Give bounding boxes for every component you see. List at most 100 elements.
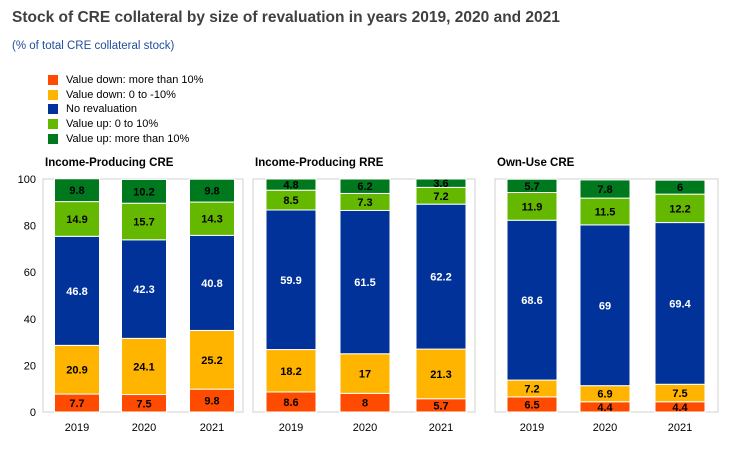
bar-segment bbox=[339, 178, 391, 194]
data-label: 68.6 bbox=[521, 295, 542, 307]
x-tick-label: 2020 bbox=[593, 422, 617, 434]
data-label: 7.5 bbox=[136, 398, 151, 410]
legend-swatch bbox=[48, 75, 58, 86]
data-label: 4.4 bbox=[597, 402, 613, 414]
data-label: 8.5 bbox=[283, 195, 298, 207]
x-tick-label: 2021 bbox=[200, 422, 224, 434]
x-tick-label: 2019 bbox=[279, 422, 303, 434]
bar-segment bbox=[189, 329, 235, 390]
data-label: 12.2 bbox=[669, 203, 690, 215]
data-label: 3.6 bbox=[433, 178, 448, 190]
data-label: 7.5 bbox=[672, 388, 687, 400]
bar-segment bbox=[415, 178, 467, 188]
legend-label: No revaluation bbox=[66, 103, 137, 116]
data-label: 14.3 bbox=[201, 214, 222, 226]
bar-segment bbox=[265, 349, 317, 393]
data-label: 25.2 bbox=[201, 355, 222, 367]
legend-item: Value up: more than 10% bbox=[48, 131, 203, 146]
bar-segment bbox=[506, 192, 558, 221]
data-label: 6.2 bbox=[357, 181, 372, 193]
x-tick-label: 2021 bbox=[668, 422, 692, 434]
legend-label: Value up: 0 to 10% bbox=[66, 118, 159, 131]
data-label: 69 bbox=[599, 300, 611, 312]
bar-segment bbox=[339, 209, 391, 355]
x-tick-label: 2020 bbox=[353, 422, 377, 434]
y-tick-label: 40 bbox=[24, 314, 36, 326]
legend-swatch bbox=[48, 89, 58, 100]
bar-segment bbox=[189, 178, 235, 203]
data-label: 62.2 bbox=[430, 272, 451, 284]
data-label: 17 bbox=[359, 369, 371, 381]
x-tick-label: 2021 bbox=[429, 422, 453, 434]
legend: Value down: more than 10% Value down: 0 … bbox=[48, 73, 203, 146]
data-label: 8 bbox=[362, 398, 368, 410]
data-label: 6.9 bbox=[597, 389, 612, 401]
data-label: 7.3 bbox=[357, 197, 372, 209]
data-label: 6 bbox=[677, 182, 683, 194]
data-label: 9.8 bbox=[204, 396, 219, 408]
legend-swatch bbox=[48, 119, 58, 130]
data-label: 5.7 bbox=[524, 181, 539, 193]
bar-segment bbox=[579, 197, 631, 226]
data-label: 24.1 bbox=[133, 361, 154, 373]
data-label: 7.8 bbox=[597, 184, 612, 196]
data-label: 46.8 bbox=[66, 286, 87, 298]
data-label: 9.8 bbox=[204, 186, 219, 198]
data-label: 6.5 bbox=[524, 399, 539, 411]
bar-segment bbox=[654, 179, 706, 195]
legend-item: No revaluation bbox=[48, 102, 203, 117]
data-label: 14.9 bbox=[66, 214, 87, 226]
bar-segment bbox=[54, 235, 100, 346]
bar-segment bbox=[121, 337, 167, 396]
bar-segment bbox=[506, 219, 558, 381]
data-label: 59.9 bbox=[280, 275, 301, 287]
y-tick-label: 0 bbox=[30, 407, 36, 419]
data-label: 8.6 bbox=[283, 397, 298, 409]
legend-label: Value down: more than 10% bbox=[66, 74, 204, 87]
x-tick-label: 2019 bbox=[65, 422, 89, 434]
y-tick-label: 80 bbox=[24, 221, 36, 233]
bar-segment bbox=[654, 193, 706, 224]
data-label: 20.9 bbox=[66, 365, 87, 377]
x-tick-label: 2020 bbox=[132, 422, 156, 434]
panel-title: Income-Producing RRE bbox=[255, 157, 384, 169]
data-label: 69.4 bbox=[669, 298, 691, 310]
panel-title: Own-Use CRE bbox=[497, 157, 575, 169]
data-label: 7.2 bbox=[433, 191, 448, 203]
legend-swatch bbox=[48, 104, 58, 115]
bar-segment bbox=[339, 353, 391, 394]
bar-segment bbox=[121, 202, 167, 241]
bar-segment bbox=[415, 203, 467, 350]
y-tick-label: 100 bbox=[18, 174, 36, 186]
data-label: 7.2 bbox=[524, 383, 539, 395]
data-label: 15.7 bbox=[133, 217, 154, 229]
bar-segment bbox=[189, 234, 235, 331]
panel-title: Income-Producing CRE bbox=[45, 157, 174, 169]
y-tick-label: 20 bbox=[24, 360, 36, 372]
chart-subtitle: (% of total CRE collateral stock) bbox=[12, 40, 175, 52]
data-label: 40.8 bbox=[201, 278, 222, 290]
chart-title: Stock of CRE collateral by size of reval… bbox=[12, 9, 560, 26]
bar-segment bbox=[579, 224, 631, 387]
data-label: 4.4 bbox=[672, 402, 688, 414]
bar-segment bbox=[506, 178, 558, 194]
legend-label: Value up: more than 10% bbox=[66, 132, 190, 145]
data-label: 5.7 bbox=[433, 400, 448, 412]
data-label: 7.7 bbox=[69, 398, 84, 410]
data-label: 4.8 bbox=[283, 180, 298, 192]
data-label: 18.2 bbox=[280, 366, 301, 378]
data-label: 11.5 bbox=[595, 207, 616, 219]
legend-label: Value down: 0 to -10% bbox=[66, 88, 176, 101]
bar-segment bbox=[265, 178, 317, 191]
x-tick-label: 2019 bbox=[520, 422, 544, 434]
legend-item: Value down: 0 to -10% bbox=[48, 88, 203, 103]
bar-segment bbox=[654, 222, 706, 385]
bar-segment bbox=[415, 348, 467, 400]
y-tick-label: 60 bbox=[24, 267, 36, 279]
legend-item: Value down: more than 10% bbox=[48, 73, 203, 88]
data-label: 21.3 bbox=[430, 369, 451, 381]
data-label: 10.2 bbox=[133, 186, 154, 198]
data-label: 9.8 bbox=[69, 185, 84, 197]
bar-segment bbox=[54, 178, 100, 203]
